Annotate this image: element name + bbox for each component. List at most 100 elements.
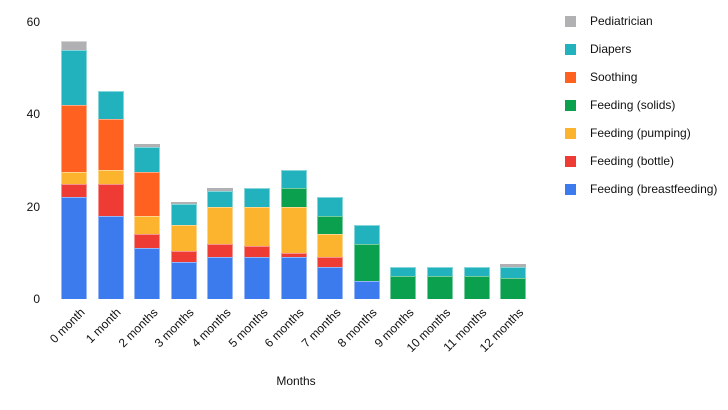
bar-segment-feeding-solids-10-months[interactable] [427,275,453,299]
bar-5-months [244,188,270,299]
bar-segment-diapers-7-months[interactable] [317,197,344,216]
legend-swatch-soothing [565,71,576,83]
bar-segment-feeding-solids-8-months[interactable] [353,243,380,281]
bar-segment-feeding-breastfeeding-6-months[interactable] [280,257,307,299]
bar-segment-pediatrician-12-months[interactable] [500,264,527,267]
bar-segment-diapers-3-months[interactable] [170,204,197,226]
legend-label: Feeding (solids) [590,98,676,112]
legend-label: Feeding (breastfeeding) [590,182,718,196]
bar-segment-soothing-1-month[interactable] [97,118,124,170]
legend-swatch-diapers [565,43,576,55]
bar-segment-diapers-9-months[interactable] [390,266,417,276]
bar-segment-feeding-pumping-7-months[interactable] [317,234,344,258]
legend-item-feeding-pumping: Feeding (pumping) [565,119,717,147]
bar-segment-diapers-10-months[interactable] [427,266,453,276]
legend-item-soothing: Soothing [565,63,717,91]
bar-segment-feeding-bottle-6-months[interactable] [280,252,307,258]
legend-item-feeding-solids: Feeding (solids) [565,91,717,119]
bar-segment-diapers-2-months[interactable] [134,146,161,173]
bar-segment-feeding-pumping-0-month[interactable] [61,172,87,184]
bar-segment-feeding-bottle-0-month[interactable] [61,183,87,198]
bar-segment-feeding-solids-11-months[interactable] [463,275,490,299]
bar-segment-pediatrician-3-months[interactable] [170,202,197,205]
bar-segment-feeding-solids-9-months[interactable] [390,275,417,299]
bar-segment-feeding-breastfeeding-7-months[interactable] [317,266,344,299]
y-tick-label-60: 60 [26,15,40,29]
bar-segment-feeding-breastfeeding-0-month[interactable] [61,197,87,299]
legend-swatch-feeding-bottle [565,155,576,167]
legend-item-feeding-breastfeeding: Feeding (breastfeeding) [565,175,717,203]
bar-segment-diapers-8-months[interactable] [353,225,380,244]
bar-segment-feeding-bottle-7-months[interactable] [317,257,344,267]
x-tick-label-5-months: 5 months [225,305,271,351]
bar-3-months [170,202,197,299]
bar-segment-diapers-4-months[interactable] [207,190,234,207]
bar-segment-feeding-breastfeeding-2-months[interactable] [134,248,161,299]
bar-segment-feeding-solids-6-months[interactable] [280,188,307,207]
bar-segment-feeding-breastfeeding-8-months[interactable] [353,280,380,299]
bar-6-months [280,169,307,299]
x-tick-label-8-months: 8 months [335,305,381,351]
bar-segment-feeding-bottle-3-months[interactable] [170,250,197,263]
bar-segment-feeding-bottle-4-months[interactable] [207,243,234,258]
x-axis-title: Months [276,374,316,388]
bar-segment-soothing-2-months[interactable] [134,172,161,216]
bar-segment-feeding-pumping-2-months[interactable] [134,215,161,235]
bar-segment-feeding-solids-7-months[interactable] [317,215,344,235]
bar-segment-feeding-bottle-5-months[interactable] [244,245,270,258]
legend-swatch-pediatrician [565,15,576,27]
y-tick-label-0: 0 [33,292,40,306]
bar-9-months [390,266,417,299]
x-tick-label-4-months: 4 months [188,305,234,351]
bar-1-month [97,91,124,299]
bar-segment-diapers-0-month[interactable] [61,49,87,106]
bar-segment-feeding-breastfeeding-3-months[interactable] [170,262,197,299]
bar-segment-feeding-bottle-1-month[interactable] [97,183,124,216]
bar-8-months [353,225,380,299]
bar-segment-diapers-5-months[interactable] [244,188,270,207]
bar-segment-pediatrician-4-months[interactable] [207,188,234,191]
bar-segment-feeding-pumping-1-month[interactable] [97,169,124,184]
bar-segment-soothing-0-month[interactable] [61,105,87,173]
bar-segment-feeding-bottle-2-months[interactable] [134,234,161,249]
legend-item-feeding-bottle: Feeding (bottle) [565,147,717,175]
x-tick-label-0-month: 0 month [46,305,88,346]
bar-4-months [207,188,234,299]
bar-segment-feeding-breastfeeding-4-months[interactable] [207,257,234,299]
legend-swatch-feeding-breastfeeding [565,183,576,195]
bar-segment-diapers-12-months[interactable] [500,266,527,279]
legend-label: Soothing [590,70,638,84]
bar-segment-feeding-breastfeeding-1-month[interactable] [97,215,124,299]
legend-label: Pediatrician [590,14,653,28]
x-tick-label-3-months: 3 months [152,305,198,351]
bar-segment-diapers-11-months[interactable] [463,266,490,276]
legend-item-pediatrician: Pediatrician [565,7,717,35]
legend: Pediatrician Diapers Soothing Feeding (soli… [565,7,717,203]
legend-label: Diapers [590,42,632,56]
bar-segment-pediatrician-0-month[interactable] [61,40,87,50]
bar-12-months [500,264,527,299]
bar-segment-feeding-solids-12-months[interactable] [500,278,527,299]
legend-label: Feeding (bottle) [590,154,675,168]
bar-segment-pediatrician-2-months[interactable] [134,144,161,147]
y-tick-label-40: 40 [26,107,40,122]
x-tick-label-2-months: 2 months [115,305,161,351]
legend-item-diapers: Diapers [565,35,717,63]
bar-11-months [463,266,490,299]
bar-segment-feeding-breastfeeding-5-months[interactable] [244,257,270,299]
legend-swatch-feeding-solids [565,99,576,111]
bar-2-months [134,144,161,299]
bar-10-months [427,266,453,299]
bar-segment-feeding-pumping-4-months[interactable] [207,206,234,244]
legend-swatch-feeding-pumping [565,127,576,139]
x-tick-label-7-months: 7 months [298,305,344,351]
bar-segment-feeding-pumping-3-months[interactable] [170,225,197,251]
bar-segment-diapers-1-month[interactable] [97,91,124,119]
bar-segment-feeding-pumping-5-months[interactable] [244,206,270,246]
bar-7-months [317,197,344,299]
bar-segment-diapers-6-months[interactable] [280,169,307,189]
bar-0-month [61,40,87,299]
bar-segment-feeding-pumping-6-months[interactable] [280,206,307,253]
legend-label: Feeding (pumping) [590,126,691,140]
